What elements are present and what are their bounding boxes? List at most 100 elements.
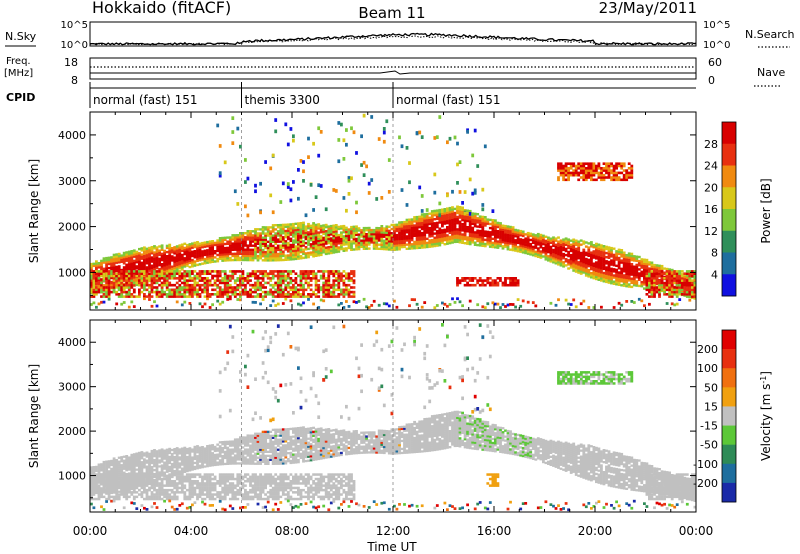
rti-cell xyxy=(183,300,187,304)
rti-cell xyxy=(97,262,101,265)
rti-cell xyxy=(138,256,141,259)
rti-cell xyxy=(329,286,333,289)
rti-cell xyxy=(292,270,295,273)
rti-cell xyxy=(557,261,560,264)
rti-cell xyxy=(466,277,469,280)
rti-cell xyxy=(473,220,477,224)
rti-cell xyxy=(622,162,626,165)
rti-cell xyxy=(322,274,326,278)
rti-cell xyxy=(675,279,679,282)
rti-cell xyxy=(312,290,315,294)
rti-cell xyxy=(292,288,295,292)
rti-cell xyxy=(630,173,634,177)
rti-cell xyxy=(168,295,172,298)
rti-cell xyxy=(201,250,204,253)
rti-cell xyxy=(160,256,164,260)
rti-cell xyxy=(244,242,247,245)
rti-cell xyxy=(375,241,379,244)
colorbar-swatch xyxy=(722,209,736,232)
rti-cell xyxy=(155,293,159,296)
rti-cell xyxy=(345,234,348,238)
rti-cell xyxy=(317,183,321,187)
rti-cell xyxy=(645,265,649,268)
rti-cell xyxy=(504,283,507,287)
rti-cell xyxy=(274,232,278,235)
rti-cell xyxy=(653,268,656,271)
rti-cell xyxy=(632,273,636,277)
rti-cell xyxy=(271,270,275,273)
rti-cell xyxy=(322,293,326,296)
rti-cell xyxy=(660,270,664,273)
rti-cell xyxy=(279,225,283,229)
rti-cell xyxy=(107,295,111,298)
rti-cell xyxy=(218,173,222,178)
rti-cell xyxy=(241,244,245,247)
rti-cell xyxy=(254,234,257,237)
rti-cell xyxy=(516,279,520,282)
rti-cell xyxy=(292,231,295,234)
rti-cell xyxy=(334,248,338,252)
rti-cell xyxy=(360,231,363,234)
rti-cell xyxy=(155,262,159,266)
rti-cell xyxy=(592,262,596,265)
rti-cell xyxy=(579,171,583,175)
rti-cell xyxy=(592,254,596,257)
rti-cell xyxy=(494,281,497,285)
rti-cell xyxy=(559,247,563,251)
rti-cell xyxy=(365,239,368,242)
rti-cell xyxy=(557,252,560,256)
rti-cell xyxy=(289,243,293,247)
rti-cell xyxy=(468,220,472,223)
rti-cell xyxy=(329,293,333,296)
rti-cell xyxy=(163,251,166,255)
rti-cell xyxy=(390,223,394,227)
rti-cell xyxy=(153,251,156,254)
rti-cell xyxy=(435,238,439,241)
rti-cell xyxy=(453,234,457,237)
rti-cell xyxy=(281,288,285,292)
rti-cell xyxy=(453,238,457,241)
rti-cell xyxy=(279,250,283,254)
rti-cell xyxy=(605,270,608,273)
rti-cell xyxy=(125,259,129,262)
rti-cell xyxy=(226,279,230,282)
rti-cell xyxy=(435,234,439,237)
rti-cell xyxy=(610,253,613,256)
rti-cell xyxy=(483,218,487,221)
rti-cell xyxy=(367,235,371,238)
rti-cell xyxy=(506,239,510,243)
rti-cell xyxy=(286,293,290,296)
rti-cell xyxy=(491,223,495,226)
rti-cell xyxy=(655,266,659,269)
rti-cell xyxy=(322,230,326,233)
rti-cell xyxy=(292,134,295,139)
rti-cell xyxy=(180,264,184,267)
rti-cell xyxy=(281,295,285,298)
rti-cell xyxy=(269,259,273,262)
rti-cell xyxy=(236,236,240,239)
rti-cell xyxy=(203,290,207,294)
rti-cell xyxy=(165,259,169,262)
rti-cell xyxy=(279,238,283,241)
rti-cell xyxy=(297,253,300,256)
rti-cell xyxy=(115,282,119,285)
rti-cell xyxy=(309,224,313,227)
rti-cell xyxy=(549,251,553,255)
rti-cell xyxy=(602,275,606,279)
rti-cell xyxy=(635,267,639,271)
rti-cell xyxy=(95,270,98,273)
rti-cell xyxy=(92,491,96,494)
rti-cell xyxy=(216,299,220,303)
rti-cell xyxy=(261,250,265,254)
rti-cell xyxy=(400,235,404,238)
rti-cell xyxy=(297,251,300,254)
rti-cell xyxy=(148,279,151,283)
colorbar-tick-label: 4 xyxy=(711,268,718,281)
rti-cell xyxy=(337,233,341,237)
rti-cell xyxy=(443,238,447,242)
rti-cell xyxy=(329,241,333,244)
rti-cell xyxy=(521,230,525,233)
rti-cell xyxy=(668,288,671,292)
rti-cell xyxy=(610,267,613,270)
rti-cell xyxy=(521,242,525,246)
